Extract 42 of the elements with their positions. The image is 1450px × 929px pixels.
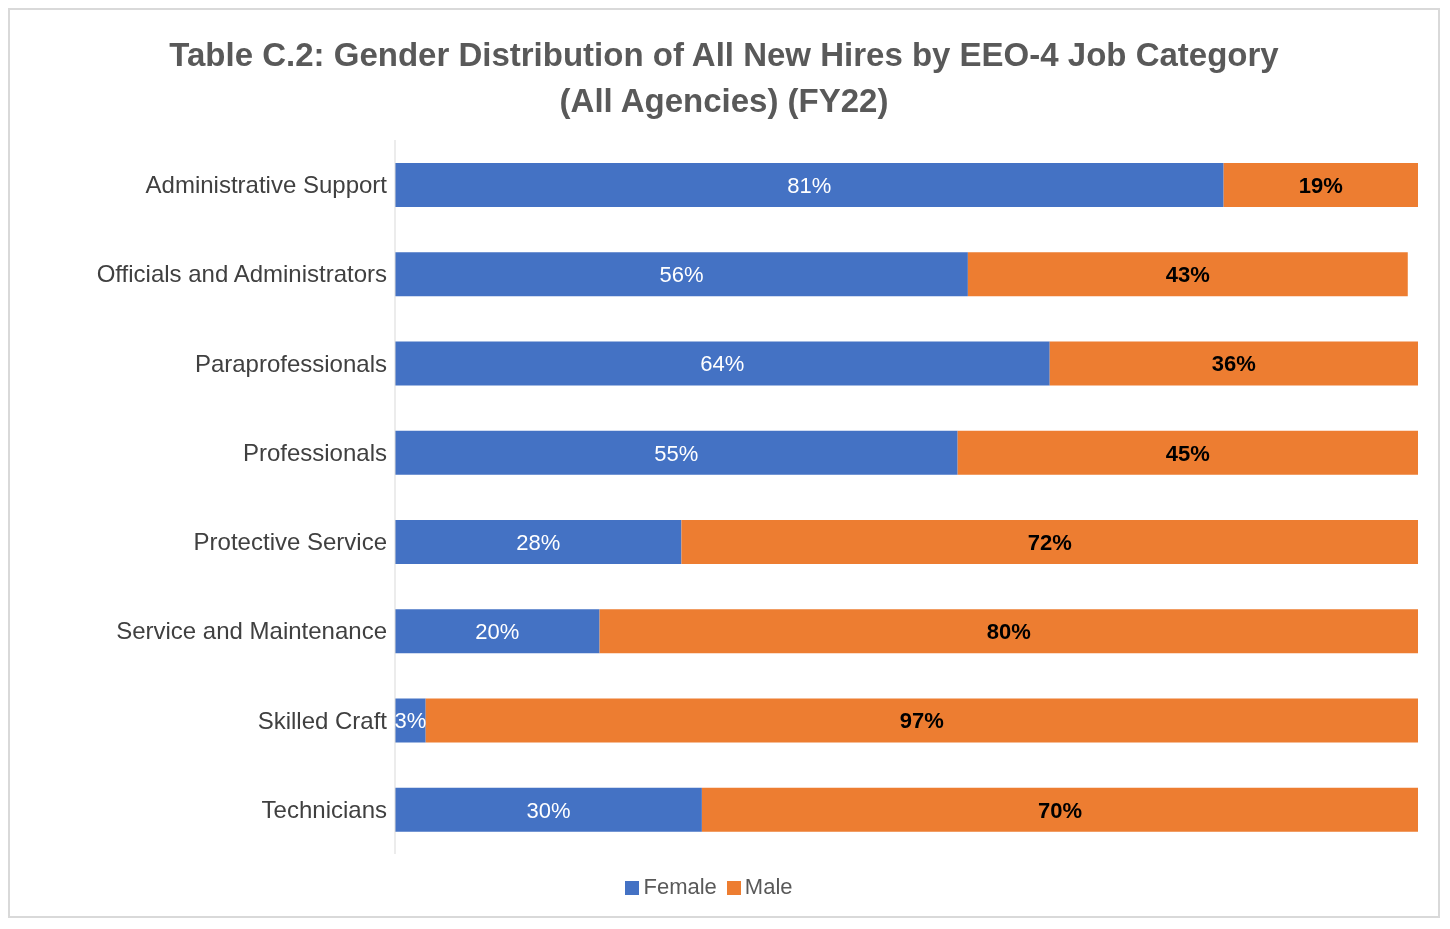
bar	[599, 609, 1418, 654]
data-label: 28%	[516, 529, 561, 555]
data-label: 80%	[986, 619, 1031, 645]
y-tick-label: Officials and Administrators	[96, 260, 387, 288]
y-tick-label: Service and Maintenance	[116, 617, 387, 645]
data-label: 56%	[659, 262, 704, 288]
bar	[1223, 163, 1418, 207]
data-label: 70%	[1037, 797, 1082, 823]
data-label: 30%	[526, 797, 571, 823]
legend-label: Male	[744, 874, 793, 899]
legend-label: Female	[643, 874, 717, 899]
bar	[395, 252, 968, 297]
data-label: 72%	[1027, 529, 1072, 555]
chart-title: Table C.2: Gender Distribution of All New Hires by EEO-4 Job Category (All Agencies) (FY22)	[168, 35, 1280, 121]
data-label: 81%	[787, 172, 832, 198]
bar	[395, 609, 600, 654]
data-label: 19%	[1298, 172, 1343, 198]
y-tick-label: Paraprofessionals	[194, 349, 387, 377]
bar	[395, 520, 682, 564]
y-tick-label: Administrative Support	[145, 171, 388, 199]
bar	[425, 698, 1418, 743]
bar	[681, 520, 1418, 564]
data-label: 64%	[700, 351, 745, 377]
bar	[395, 430, 958, 475]
data-label: 97%	[899, 708, 944, 734]
data-label: 55%	[654, 440, 699, 466]
y-tick-label: Skilled Craft	[257, 706, 388, 734]
data-label: 20%	[475, 619, 520, 645]
bar	[395, 163, 1224, 207]
data-label: 36%	[1211, 351, 1256, 377]
data-label: 43%	[1165, 262, 1210, 288]
bar	[395, 787, 702, 832]
bar	[1049, 341, 1418, 386]
y-tick-label: Professionals	[242, 438, 387, 466]
y-tick-label: Protective Service	[193, 528, 387, 556]
bar	[957, 430, 1418, 475]
bar	[701, 787, 1418, 832]
y-tick-label: Technicians	[261, 795, 387, 823]
data-label: 45%	[1165, 440, 1210, 466]
bar	[395, 341, 1050, 386]
data-label: 3%	[394, 708, 427, 734]
bar	[967, 252, 1408, 297]
